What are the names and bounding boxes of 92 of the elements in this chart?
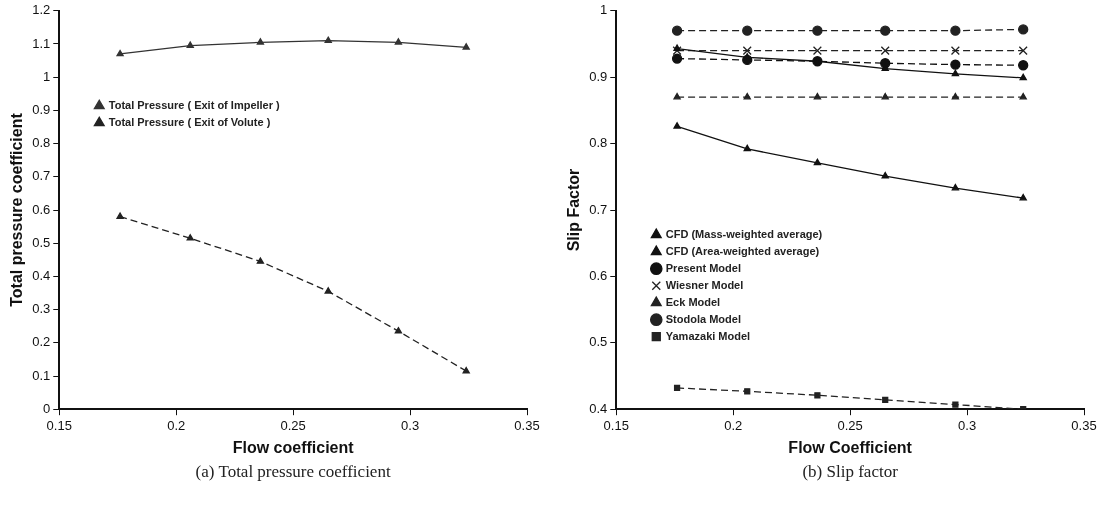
x-axis-title: Flow coefficient (232, 438, 355, 456)
legend-label: CFD (Area-weighted average) (665, 244, 820, 257)
x-tick-label: 0.15 (46, 417, 72, 433)
legend-label: Total Pressure ( Exit of Volute ) (108, 115, 271, 128)
x-tick-label: 0.35 (1071, 417, 1097, 433)
legend-label: CFD (Mass-weighted average) (665, 227, 823, 240)
x-tick-label: 0.3 (958, 417, 977, 433)
point (672, 46, 682, 56)
y-tick-label: 0.9 (589, 68, 608, 84)
y-tick-label: 0.8 (589, 135, 608, 151)
point (671, 53, 683, 64)
point (256, 38, 265, 45)
y-tick-label: 0.7 (32, 168, 51, 184)
y-tick-label: 0 (43, 400, 51, 416)
y-tick-label: 0.5 (589, 334, 608, 350)
point (186, 234, 194, 241)
point (742, 25, 753, 36)
y-tick-label: 1.2 (32, 2, 51, 18)
x-tick-label: 0.2 (724, 417, 743, 433)
y-tick-label: 0.6 (32, 201, 51, 217)
point (951, 92, 960, 100)
point (812, 46, 822, 56)
y-tick-label: 1.1 (32, 35, 51, 51)
point (813, 158, 822, 166)
point (324, 36, 332, 44)
point (881, 92, 889, 100)
point (880, 25, 891, 36)
y-tick-label: 1 (43, 68, 51, 84)
point (1019, 73, 1027, 81)
point (462, 366, 470, 374)
y-tick-label: 0.3 (32, 301, 51, 317)
text: (a) Total pressure coefficient (195, 462, 391, 482)
point (186, 41, 194, 49)
legend-label: Yamazaki Model (665, 329, 751, 342)
point (742, 46, 752, 56)
legend-label: Present Model (665, 261, 741, 274)
point (116, 212, 124, 220)
x-tick-label: 0.3 (401, 417, 420, 433)
point (952, 401, 959, 408)
legend-label: Wiesner Model (665, 278, 744, 291)
x-tick-label: 0.25 (837, 417, 863, 433)
point (881, 171, 889, 179)
legend-label: Eck Model (665, 295, 721, 308)
point (950, 46, 960, 56)
point (673, 92, 681, 100)
y-tick-label: 0.1 (32, 367, 51, 383)
point (116, 49, 124, 57)
y-axis-title: Slip Factor (565, 168, 583, 252)
legend-label: Total Pressure ( Exit of Impeller ) (108, 98, 281, 111)
y-tick-label: 1 (600, 2, 608, 18)
point (1018, 60, 1029, 71)
text: (b) Slip factor (802, 462, 898, 482)
point (324, 287, 332, 294)
point (671, 25, 683, 36)
point (814, 392, 821, 399)
point (744, 388, 751, 395)
point (673, 384, 681, 392)
point (743, 144, 751, 152)
x-tick-label: 0.35 (514, 417, 540, 433)
y-axis-title: Total pressure coefficient (8, 112, 26, 307)
y-tick-label: 0.7 (589, 201, 608, 217)
point (673, 44, 681, 52)
y-tick-label: 0.5 (32, 234, 51, 250)
y-tick-label: 0.4 (589, 400, 608, 416)
y-tick-label: 0.8 (32, 135, 51, 151)
point (1019, 92, 1027, 100)
point (812, 25, 823, 36)
point (950, 25, 961, 36)
x-axis-title: Flow Coefficient (788, 438, 913, 456)
point (1018, 46, 1028, 56)
y-tick-label: 0.4 (32, 267, 51, 283)
point (1019, 193, 1027, 201)
x-tick-label: 0.25 (280, 417, 306, 433)
y-tick-label: 0.9 (32, 101, 51, 117)
point (880, 46, 890, 56)
point (951, 69, 960, 77)
point (394, 38, 403, 45)
point (673, 122, 681, 129)
point (950, 59, 961, 70)
point (882, 396, 889, 404)
point (256, 257, 265, 264)
y-tick-label: 0.6 (589, 267, 608, 283)
x-tick-label: 0.15 (603, 417, 629, 433)
point (394, 327, 403, 334)
point (1018, 24, 1029, 35)
y-tick-label: 0.2 (32, 334, 51, 350)
x-tick-label: 0.2 (167, 417, 186, 433)
point (813, 92, 822, 100)
point (951, 183, 960, 191)
point (462, 43, 470, 50)
point (743, 92, 751, 100)
legend-label: Stodola Model (665, 312, 741, 325)
